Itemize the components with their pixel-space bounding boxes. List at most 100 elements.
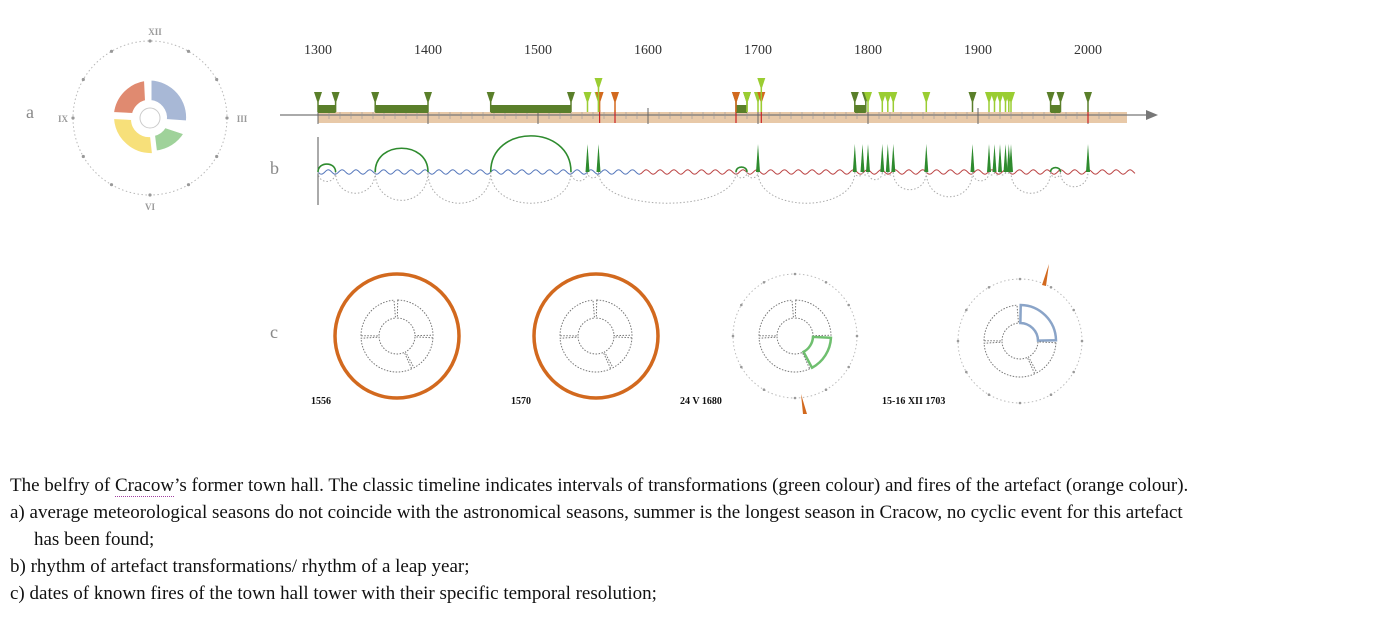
dial-dot <box>987 393 991 396</box>
dial-dot <box>1072 308 1075 312</box>
leap-year-wave-late <box>639 169 1136 175</box>
season-segment-summer <box>360 336 413 373</box>
season-segment-winter <box>794 299 832 337</box>
rhythm-arc <box>735 166 748 173</box>
clock-label-vi: VI <box>145 202 155 212</box>
season-ring <box>983 303 1058 378</box>
dial-dot <box>1080 339 1084 343</box>
rhythm-spike <box>1003 144 1008 172</box>
fire-clock-1570: 1570 <box>511 272 660 407</box>
dial-dot <box>731 334 735 338</box>
rhythm-arc <box>1049 166 1062 173</box>
dial-ticks <box>731 272 859 400</box>
rhythm-interval-arc <box>988 171 995 176</box>
rhythm-spike <box>970 144 975 172</box>
season-segment-winter <box>1019 303 1058 342</box>
minor-transformation-marker <box>1007 92 1015 104</box>
rhythm-spike <box>1086 144 1090 172</box>
season-segment-autumn <box>983 304 1020 342</box>
leap-year-wave-early <box>317 169 641 175</box>
rhythm-spike <box>756 144 760 172</box>
caption-item-a: a) average meteorological seasons do not… <box>10 502 1183 523</box>
transformation-marker <box>331 92 340 104</box>
rhythm-spike <box>992 144 997 172</box>
minor-transformation-marker <box>985 92 993 104</box>
clock-dial <box>72 40 228 196</box>
fire-marker <box>732 92 740 104</box>
caption-text: The belfry of <box>10 475 115 496</box>
interval-bars <box>318 105 1061 113</box>
rhythm-interval-arc <box>587 171 599 179</box>
year-label: 1700 <box>744 43 772 58</box>
rhythm-spike <box>585 144 590 172</box>
transformation-interval-bar <box>318 105 336 113</box>
dial-dot <box>793 272 797 276</box>
season-segment-autumn <box>360 299 397 337</box>
fire-date-label: 1570 <box>511 396 531 407</box>
minor-transformation-marker <box>922 92 931 104</box>
fire-year-ring <box>333 272 461 400</box>
season-segment-summer <box>983 341 1036 378</box>
year-label: 1500 <box>524 43 552 58</box>
season-segment-spring <box>404 336 434 369</box>
rhythm-spike <box>852 144 857 172</box>
rhythm-interval-arc <box>1005 171 1010 175</box>
clock-hour-dot <box>81 77 85 82</box>
rhythm-spike <box>596 144 601 172</box>
rhythm-panel <box>317 135 1136 205</box>
dial-dot <box>1072 370 1075 374</box>
minor-transformation-marker <box>583 92 592 104</box>
dial-dot <box>855 334 859 338</box>
season-segment-winter <box>396 299 434 337</box>
caption-item-b: b) rhythm of artefact transformations/ r… <box>10 556 470 577</box>
clock-label-xii: XII <box>148 27 162 37</box>
rhythm-spike <box>866 144 870 172</box>
clock-hour-dot <box>148 39 152 43</box>
fire-date-label: 24 V 1680 <box>680 396 722 407</box>
minor-transformation-marker <box>864 92 872 104</box>
rhythm-interval-arc <box>374 171 429 201</box>
dial-dot <box>847 303 850 307</box>
minor-transformation-marker <box>743 92 751 104</box>
season-ring <box>360 299 434 373</box>
dial-dot <box>824 281 828 284</box>
rhythm-interval-arc <box>335 171 376 194</box>
minor-transformation-marker <box>883 92 892 104</box>
timeline: 1300 1400 1500 1600 1700 1800 1900 2000 <box>280 43 1158 124</box>
timeline-band <box>318 112 1127 123</box>
minor-transformation-marker <box>889 92 898 104</box>
minor-transformation-marker <box>594 78 603 90</box>
panel-label-a: a <box>26 102 34 122</box>
season-segment-autumn <box>758 299 795 337</box>
caption-city: Cracow <box>114 475 175 497</box>
rhythm-spike <box>885 144 890 172</box>
transformation-marker <box>371 92 380 104</box>
rhythm-interval-arc <box>427 171 492 204</box>
rhythm-spike <box>891 144 896 172</box>
fire-dial <box>732 273 858 399</box>
year-label: 1900 <box>964 43 992 58</box>
rhythm-interval-arc <box>925 171 973 198</box>
rhythm-interval-arc <box>570 171 588 182</box>
dial-dot <box>987 286 991 289</box>
year-label: 1300 <box>304 43 332 58</box>
dial-dot <box>965 370 968 374</box>
fire-marker <box>595 92 604 104</box>
transformation-interval-bar <box>490 105 571 113</box>
dial-dot <box>847 365 850 369</box>
transformation-marker <box>424 92 432 104</box>
transformation-interval-bar <box>1050 105 1061 113</box>
rhythm-interval-arc <box>598 171 737 204</box>
season-winter <box>149 78 189 123</box>
dial-dot <box>762 281 766 284</box>
dial-dot <box>1018 277 1022 281</box>
minor-transformation-marker <box>878 92 887 104</box>
transformation-interval-bar <box>854 105 866 113</box>
caption-text: ’s former town hall. The classic timelin… <box>174 475 1189 496</box>
caption-item-a-continued: has been found; <box>34 529 155 550</box>
fire-year-ring <box>532 272 660 400</box>
rhythm-spike <box>1009 144 1013 172</box>
rhythm-interval-arc <box>757 171 856 204</box>
fire-dial <box>957 278 1083 404</box>
rhythm-spike <box>860 144 865 172</box>
